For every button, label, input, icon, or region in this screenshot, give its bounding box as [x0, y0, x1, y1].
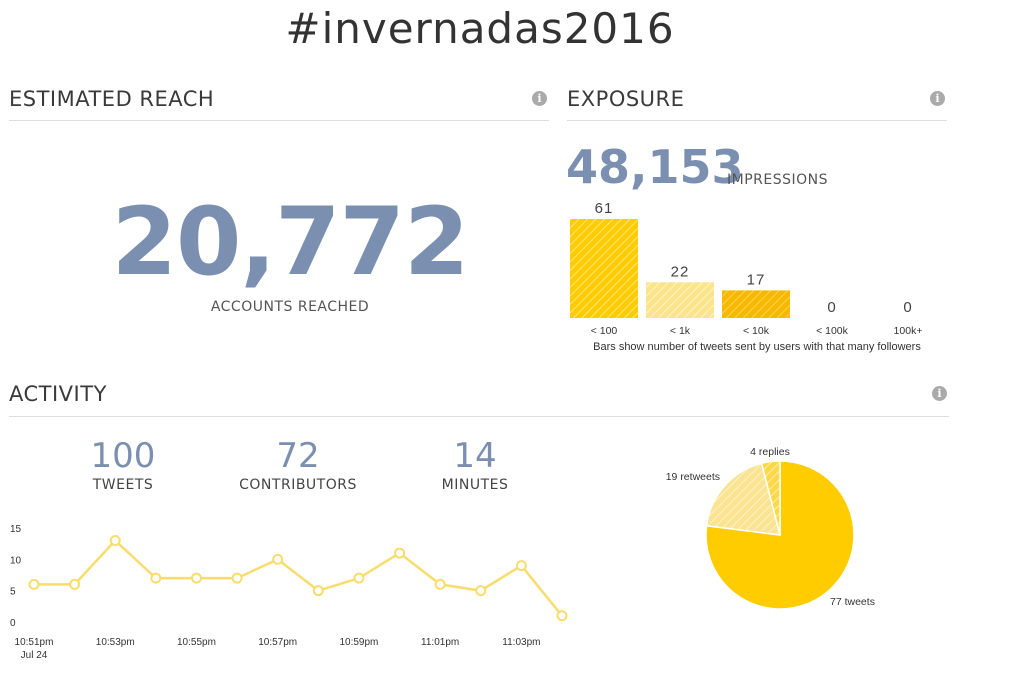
exposure-bar-2[interactable] — [722, 290, 790, 318]
tweets-count: 100 — [90, 436, 156, 476]
activity-point[interactable] — [69, 578, 81, 590]
activity-point[interactable] — [353, 572, 365, 584]
activity-line-chart: 0 5 10 15 10:51pm Jul 24 10:53pm 10:55pm 10:57pm… — [10, 524, 568, 661]
exposure-info-icon[interactable]: i — [930, 91, 945, 106]
pie-label-1: 19 retweets — [666, 471, 720, 483]
exposure-label: IMPRESSIONS — [727, 172, 829, 188]
exposure-bar-0[interactable] — [570, 219, 638, 318]
exposure-bar-category-2: < 10k — [743, 325, 770, 337]
minutes-label: MINUTES — [441, 477, 509, 493]
activity-point[interactable] — [231, 572, 243, 584]
reach-label: ACCOUNTS REACHED — [210, 299, 370, 315]
exposure-bar-value-1: 22 — [671, 263, 690, 280]
exposure-bar-category-3: < 100k — [816, 325, 849, 337]
activity-point[interactable] — [150, 572, 162, 584]
activity-x-tick-date: Jul 24 — [21, 650, 48, 661]
reach-info-icon[interactable]: i — [532, 91, 547, 106]
exposure-bar-1[interactable] — [646, 282, 714, 318]
activity-y-tick: 15 — [10, 524, 22, 535]
reach-value: 20,772 — [111, 188, 470, 297]
exposure-bar-category-0: < 100 — [591, 325, 618, 337]
pie-slice-1[interactable] — [705, 462, 782, 536]
activity-x-tick: 11:03pm — [502, 637, 540, 648]
estimated-reach-title: ESTIMATED REACH — [9, 87, 215, 111]
activity-x-tick: 10:51pm — [15, 637, 54, 648]
activity-info-icon[interactable]: i — [932, 386, 947, 401]
exposure-bar-chart: 61 < 100 22 < 1k 17 < 10k 0 < 100k 0 100k+ — [570, 200, 923, 337]
activity-x-tick: 10:57pm — [258, 637, 297, 648]
exposure-bar-category-4: 100k+ — [894, 325, 923, 337]
activity-point[interactable] — [556, 610, 568, 622]
activity-point[interactable] — [272, 553, 284, 565]
activity-x-tick: 11:01pm — [421, 637, 459, 648]
activity-point[interactable] — [312, 585, 324, 597]
tweets-label: TWEETS — [92, 477, 154, 493]
pie-label-0: 77 tweets — [830, 596, 875, 608]
activity-series-line — [34, 538, 563, 617]
exposure-bar-category-1: < 1k — [670, 325, 691, 337]
pie-label-2: 4 replies — [750, 446, 790, 458]
exposure-bar-value-4: 0 — [903, 299, 912, 316]
activity-divider — [9, 416, 949, 417]
activity-point[interactable] — [475, 585, 487, 597]
activity-point[interactable] — [434, 578, 446, 590]
exposure-value: 48,153 — [566, 140, 744, 194]
activity-point[interactable] — [515, 560, 527, 572]
activity-x-tick: 10:53pm — [96, 637, 135, 648]
exposure-bar-value-0: 61 — [595, 200, 614, 217]
exposure-caption: Bars show number of tweets sent by users… — [593, 341, 921, 353]
exposure-title: EXPOSURE — [567, 87, 685, 111]
hashtag-title: #invernadas2016 — [285, 4, 675, 53]
activity-x-tick: 10:55pm — [177, 637, 216, 648]
reach-divider — [9, 120, 549, 121]
exposure-bar-value-2: 17 — [747, 271, 766, 288]
exposure-divider — [567, 120, 947, 121]
activity-point[interactable] — [190, 572, 202, 584]
contributors-count: 72 — [276, 436, 320, 476]
activity-y-tick: 10 — [10, 555, 22, 566]
exposure-bar-value-3: 0 — [827, 299, 836, 316]
contributors-label: CONTRIBUTORS — [239, 477, 357, 493]
activity-y-tick: 0 — [10, 618, 16, 629]
activity-x-tick: 10:59pm — [339, 637, 378, 648]
pie-slice-2[interactable] — [760, 460, 781, 536]
activity-y-tick: 5 — [10, 587, 16, 598]
activity-point[interactable] — [109, 535, 121, 547]
tweet-type-pie-chart: 77 tweets 19 retweets 4 replies — [666, 446, 875, 610]
activity-title: ACTIVITY — [9, 382, 107, 406]
activity-point[interactable] — [394, 547, 406, 559]
minutes-count: 14 — [453, 436, 497, 476]
activity-point[interactable] — [28, 578, 40, 590]
